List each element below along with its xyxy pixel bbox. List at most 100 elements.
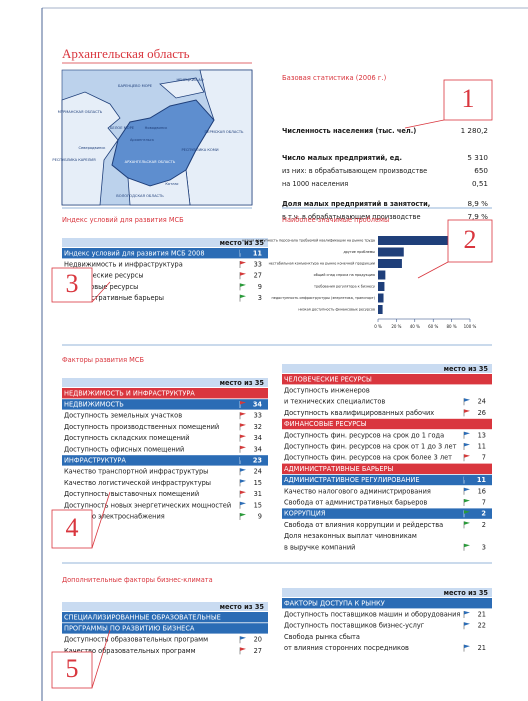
callout-number: 2	[464, 225, 477, 254]
row-value: 34	[254, 434, 262, 442]
flag	[240, 479, 246, 483]
row-value: 7	[482, 499, 486, 507]
x-tick-label: 40 %	[410, 324, 420, 329]
subsection-bar	[62, 248, 268, 259]
flag	[240, 513, 246, 517]
bar	[378, 305, 383, 314]
x-tick-label: 20 %	[391, 324, 401, 329]
row-label: Доступность земельных участков	[64, 412, 182, 420]
callout-number: 1	[462, 84, 475, 113]
row-label: ФАКТОРЫ ДОСТУПА К РЫНКУ	[284, 599, 385, 607]
bar	[378, 270, 386, 280]
row-value: 9	[258, 283, 262, 291]
bar	[378, 247, 404, 257]
row-label: Доступность производственных помещений	[64, 423, 219, 431]
section-title: Факторы развития МСБ	[62, 356, 144, 364]
row-value: 27	[254, 647, 262, 655]
section-bar	[282, 374, 492, 385]
row-label: КОРРУПЦИЯ	[284, 510, 325, 518]
flag	[464, 499, 470, 503]
row-value: 26	[478, 409, 486, 417]
row-value: 24	[254, 468, 262, 476]
flag	[240, 636, 246, 640]
map-land	[61, 91, 121, 206]
callout-number: 5	[66, 654, 79, 683]
stats-label: Число малых предприятий, ед.	[282, 154, 402, 162]
row-value: 32	[254, 423, 262, 431]
map-label: РЕСПУБЛИКА КАРЕЛИЯ	[52, 158, 96, 162]
chart-title: Наиболее значимые проблемы	[282, 216, 389, 224]
stats-value: 5 310	[467, 153, 488, 162]
row-value: 23	[253, 457, 263, 465]
row-value: 16	[478, 487, 486, 495]
section-title: Индекс условий для развития МСБ	[62, 216, 184, 224]
row-value: 34	[253, 401, 263, 409]
flag	[240, 434, 246, 439]
table-header-text: место из 35	[444, 589, 489, 597]
table-header-text: место из 35	[444, 365, 489, 373]
row-label: и технических специалистов	[284, 398, 385, 406]
map	[61, 69, 253, 206]
stats-value: 0,51	[472, 179, 488, 188]
stats-label: из них: в обрабатывающем производстве	[282, 167, 427, 175]
flag	[464, 398, 470, 402]
bar-label: низкая доступность персонала требуемой к…	[242, 239, 375, 243]
stats-value: 8,9 %	[467, 199, 488, 208]
stats-value: 7,9 %	[467, 212, 488, 221]
table-header	[62, 238, 268, 247]
flag	[464, 443, 470, 447]
x-tick-label: 60 %	[428, 324, 438, 329]
row-label: Доступность новых энергетических мощност…	[64, 501, 231, 509]
row-label: Доступность инженеров	[284, 387, 370, 395]
flag	[464, 431, 470, 436]
flag	[240, 272, 246, 276]
subsection-bar	[62, 623, 268, 634]
row-value: 11	[478, 443, 486, 451]
flag	[240, 445, 246, 450]
table-header	[62, 602, 268, 611]
callout-box	[447, 219, 493, 263]
flag	[464, 510, 470, 514]
flag	[240, 423, 246, 427]
row-label: НЕДВИЖИМОСТЬ И ИНФРАСТРУКТУРА	[64, 389, 195, 397]
bar-label: нестабильная конъюнктура на рынке конечн…	[269, 262, 375, 266]
row-label: Свобода от административных барьеров	[284, 499, 427, 507]
row-value: 11	[477, 476, 487, 484]
row-value: 13	[478, 431, 486, 439]
row-value: 2	[481, 510, 486, 518]
row-label: Доступность фин. ресурсов на срок от 1 д…	[284, 443, 457, 451]
stats-label: в т.ч. в обрабатывающем производстве	[282, 213, 421, 221]
table-header-text: место из 35	[220, 379, 265, 387]
bar-label: требования регулятора к бизнесу	[314, 285, 375, 289]
subsection-bar	[282, 598, 492, 609]
row-value: 22	[478, 622, 486, 630]
section-bar	[62, 388, 268, 399]
flag	[240, 647, 246, 651]
row-label: Доступность выставочных помещений	[64, 490, 199, 498]
stats-label: на 1000 населения	[282, 180, 348, 188]
row-label: Доля незаконных выплат чиновникам	[284, 532, 417, 540]
x-tick-label: 0 %	[374, 324, 382, 329]
row-label: АДМИНИСТРАТИВНОЕ РЕГУЛИРОВАНИЕ	[284, 476, 420, 484]
table-header	[62, 378, 268, 387]
row-label: Свобода рынка сбыта	[284, 633, 360, 641]
bar-label: общий спад спроса на продукцию	[314, 273, 375, 277]
callout-box	[51, 651, 93, 689]
row-label: Недвижимость и инфраструктура	[64, 261, 183, 269]
row-label: Человеческие ресурсы	[64, 272, 144, 280]
flag	[464, 409, 470, 413]
flag	[464, 487, 470, 492]
row-value: 33	[254, 412, 262, 420]
map-land	[127, 169, 191, 206]
row-value: 33	[254, 261, 262, 269]
subsection-bar	[282, 474, 492, 486]
row-value: 3	[258, 294, 262, 302]
table-header	[282, 588, 492, 597]
subsection-bar	[62, 455, 268, 466]
subsection-bar	[282, 508, 492, 519]
row-value: 15	[254, 479, 262, 487]
row-label: Доступность квалифицированных рабочих	[284, 409, 434, 417]
callout-box	[51, 509, 93, 549]
